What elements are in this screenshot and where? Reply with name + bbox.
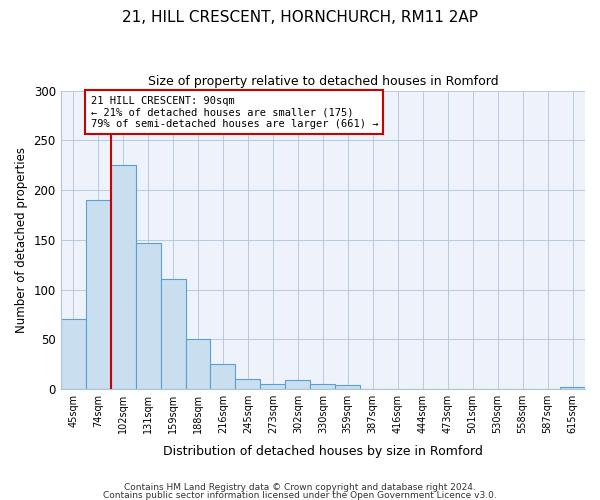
Text: Contains HM Land Registry data © Crown copyright and database right 2024.: Contains HM Land Registry data © Crown c… <box>124 484 476 492</box>
Text: Contains public sector information licensed under the Open Government Licence v3: Contains public sector information licen… <box>103 490 497 500</box>
Bar <box>161 278 185 389</box>
Bar <box>185 340 211 389</box>
Bar <box>260 384 286 389</box>
Bar <box>86 200 110 389</box>
Bar <box>235 379 260 389</box>
Bar <box>335 385 360 389</box>
Bar <box>560 387 585 389</box>
Y-axis label: Number of detached properties: Number of detached properties <box>15 147 28 333</box>
Bar <box>136 243 161 389</box>
Bar <box>286 380 310 389</box>
Bar <box>211 364 235 389</box>
Text: 21 HILL CRESCENT: 90sqm
← 21% of detached houses are smaller (175)
79% of semi-d: 21 HILL CRESCENT: 90sqm ← 21% of detache… <box>91 96 378 128</box>
X-axis label: Distribution of detached houses by size in Romford: Distribution of detached houses by size … <box>163 444 483 458</box>
Bar <box>310 384 335 389</box>
Text: 21, HILL CRESCENT, HORNCHURCH, RM11 2AP: 21, HILL CRESCENT, HORNCHURCH, RM11 2AP <box>122 10 478 25</box>
Bar <box>110 165 136 389</box>
Title: Size of property relative to detached houses in Romford: Size of property relative to detached ho… <box>148 75 498 88</box>
Bar <box>61 320 86 389</box>
